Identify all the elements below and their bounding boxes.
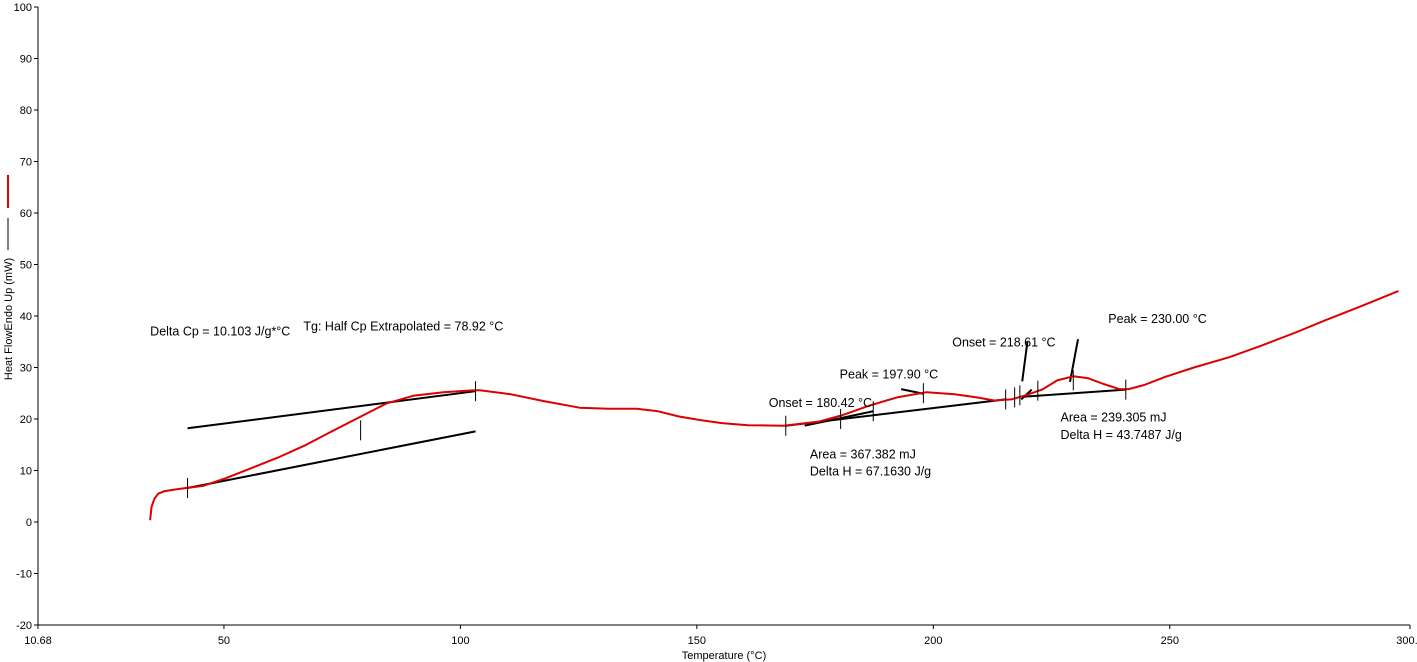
annotation-label: Onset = 180.42 °C	[769, 396, 872, 410]
y-tick-label: 30	[20, 363, 32, 375]
y-tick-label: 90	[20, 54, 32, 66]
x-tick-label: 200	[924, 635, 942, 647]
construction-line	[187, 430, 476, 489]
annotation-label: Delta H = 67.1630 J/g	[810, 465, 931, 479]
y-tick-label: 10	[20, 466, 32, 478]
annotation-label: Area = 239.305 mJ	[1061, 411, 1167, 425]
x-axis-title: Temperature (°C)	[682, 650, 766, 662]
annotation-label: Area = 367.382 mJ	[810, 448, 916, 462]
annotation-label: Delta Cp = 10.103 J/g*°C	[150, 325, 290, 339]
marker-ticks	[187, 370, 1127, 499]
axes: -20 -10 0 10 20 30 40 50 60 70 80 90 100 10.68 50 100 15…	[3, 2, 1417, 662]
y-tick-label: 20	[20, 414, 32, 426]
construction-line	[1068, 338, 1080, 383]
annotation-label: Onset = 218.61 °C	[952, 335, 1055, 349]
y-tick-label: 100	[14, 2, 32, 14]
y-tick-label: 0	[26, 517, 32, 529]
x-tick-label: 150	[688, 635, 706, 647]
construction-lines	[187, 338, 1126, 489]
construction-line	[1021, 341, 1029, 382]
x-tick-label: 100	[451, 635, 469, 647]
annotation-label: Delta H = 43.7487 J/g	[1061, 428, 1182, 442]
annotation-label: Tg: Half Cp Extrapolated = 78.92 °C	[303, 319, 503, 333]
construction-line	[187, 390, 476, 430]
annotation-label: Peak = 230.00 °C	[1108, 312, 1206, 326]
y-axis-title: Heat FlowEndo Up (mW)	[3, 258, 15, 380]
y-tick-label: 40	[20, 311, 32, 323]
construction-line	[804, 410, 874, 427]
y-tick-label: 60	[20, 208, 32, 220]
y-tick-label: 80	[20, 105, 32, 117]
x-tick-label: 300.8	[1396, 635, 1417, 647]
y-tick-label: -20	[16, 620, 32, 632]
annotations: Delta Cp = 10.103 J/g*°C Tg: Half Cp Extr…	[150, 312, 1207, 478]
y-tick-label: 70	[20, 157, 32, 169]
y-tick-label: -10	[16, 569, 32, 581]
x-tick-label: 250	[1161, 635, 1179, 647]
annotation-label: Peak = 197.90 °C	[840, 367, 938, 381]
y-tick-label: 50	[20, 260, 32, 272]
x-tick-label: 50	[218, 635, 230, 647]
construction-line	[1021, 388, 1126, 398]
x-tick-label: 10.68	[24, 635, 52, 647]
